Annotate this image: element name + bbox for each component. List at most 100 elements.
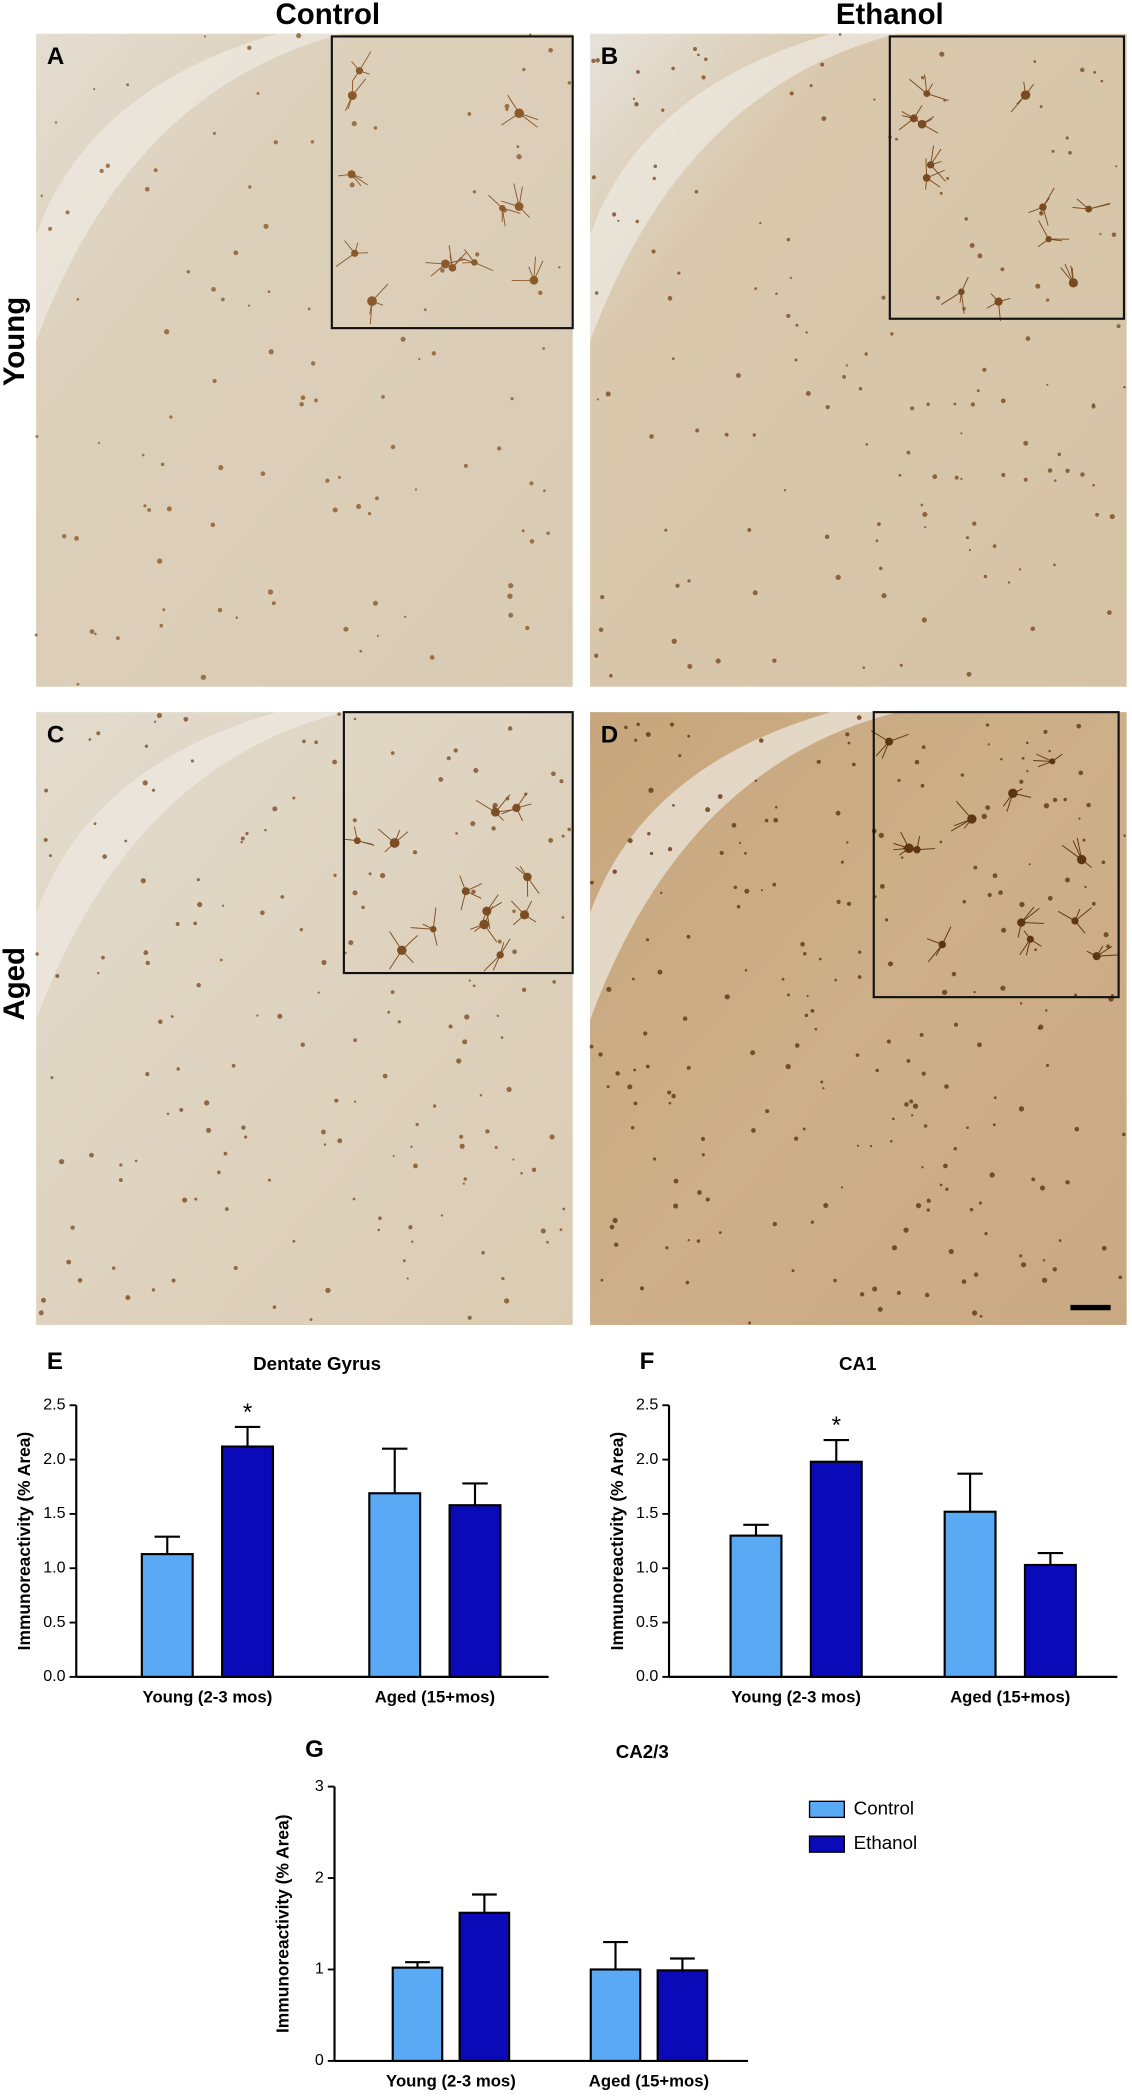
process	[1019, 938, 1031, 955]
process	[1042, 187, 1055, 208]
cell	[920, 503, 924, 507]
cell	[497, 939, 502, 944]
cell	[697, 1190, 702, 1195]
cell	[668, 1101, 672, 1105]
cell	[126, 83, 130, 87]
cell	[352, 818, 357, 823]
cell	[651, 249, 656, 254]
cell	[118, 1178, 123, 1183]
cell	[864, 352, 868, 356]
cell	[182, 1197, 188, 1203]
process	[351, 173, 368, 186]
cell	[43, 837, 48, 843]
cell	[877, 1306, 883, 1312]
significance: *	[243, 1399, 252, 1426]
process	[1036, 753, 1053, 762]
cell	[1106, 944, 1111, 949]
cell	[822, 1087, 825, 1090]
cell	[1001, 472, 1006, 478]
cell	[985, 723, 990, 727]
cell	[542, 347, 545, 350]
process	[516, 803, 532, 809]
cell	[512, 949, 517, 955]
cell	[337, 475, 341, 479]
cell	[377, 1228, 381, 1232]
cell	[260, 910, 265, 916]
y-tick-label: 3	[315, 1777, 324, 1795]
cell	[1058, 1239, 1062, 1242]
cell	[440, 268, 445, 273]
cell	[773, 817, 779, 823]
process	[1017, 922, 1022, 938]
cell	[468, 979, 471, 982]
process	[1060, 267, 1074, 284]
cell	[751, 1128, 756, 1133]
cell	[1068, 150, 1072, 155]
cell	[785, 1063, 791, 1070]
process	[881, 741, 890, 759]
cell	[816, 759, 821, 764]
cell	[1078, 817, 1081, 820]
cell	[1095, 512, 1100, 517]
cell	[878, 832, 884, 839]
cell	[926, 402, 930, 407]
cell	[1041, 1277, 1048, 1283]
cell	[600, 595, 605, 600]
cell	[314, 398, 318, 403]
cell	[890, 332, 894, 336]
cell	[889, 1139, 893, 1143]
cell	[600, 1278, 604, 1282]
cell	[1065, 136, 1069, 140]
cell	[910, 406, 915, 411]
cell	[946, 176, 950, 180]
cell	[352, 1197, 356, 1201]
cell	[506, 1086, 512, 1092]
cell	[685, 1280, 690, 1285]
cell	[1043, 729, 1048, 734]
cell	[594, 291, 599, 295]
legend-label: Ethanol	[854, 1832, 918, 1853]
process	[486, 901, 503, 912]
cell	[794, 358, 798, 362]
process	[1086, 950, 1097, 957]
cell	[939, 191, 943, 195]
cell	[438, 777, 444, 782]
y-tick-label: 0.5	[636, 1613, 658, 1631]
process	[893, 847, 909, 851]
cell	[1001, 927, 1007, 933]
cell	[904, 843, 914, 854]
cell	[835, 810, 841, 816]
cell	[939, 51, 945, 57]
process	[926, 83, 934, 94]
process	[941, 926, 952, 945]
cell	[765, 1109, 770, 1114]
cell	[879, 566, 883, 571]
process	[1081, 859, 1092, 868]
process	[486, 911, 491, 930]
legend-swatch	[808, 1800, 845, 1819]
cell	[494, 1145, 498, 1149]
cell	[772, 658, 777, 663]
cell	[1018, 1106, 1025, 1112]
cell	[50, 1076, 54, 1080]
cell	[559, 779, 564, 784]
cell	[473, 767, 479, 773]
cell	[920, 783, 925, 788]
cell	[343, 626, 349, 632]
cell	[594, 653, 599, 658]
cell	[966, 671, 972, 677]
cell	[158, 1019, 163, 1025]
cell	[884, 918, 889, 922]
cell	[612, 869, 617, 874]
cell	[300, 1042, 305, 1047]
process	[513, 183, 520, 207]
bar	[448, 1504, 502, 1678]
cell	[212, 378, 217, 383]
y-axis-label: Immunoreactivity (% Area)	[607, 1432, 627, 1651]
cell	[944, 1084, 949, 1089]
cell	[873, 98, 876, 101]
cell	[512, 909, 516, 913]
cell	[856, 1144, 860, 1147]
micrographs: A B C D	[34, 33, 1127, 1325]
cell	[223, 1151, 228, 1156]
